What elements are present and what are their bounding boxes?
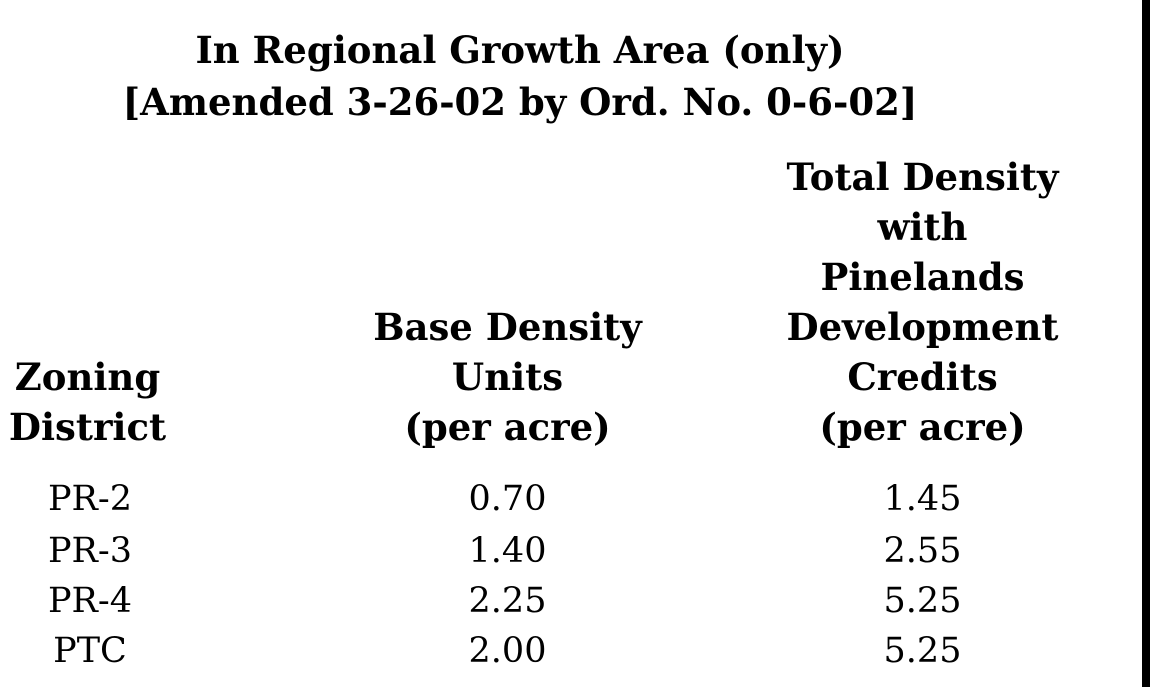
total-density-cell: 1.45 <box>883 479 962 519</box>
header-base-density: Base Density Units (per acre) <box>340 302 675 452</box>
district-cell: PR-2 <box>48 479 132 519</box>
header-line: with <box>877 205 968 249</box>
base-density-cell: 2.25 <box>468 581 547 621</box>
header-total-density: Total Density with Pinelands Development… <box>745 152 1100 452</box>
header-line: Development <box>786 305 1059 349</box>
table-row: PTC 2.00 5.25 <box>0 625 1140 677</box>
total-density-cell: 2.55 <box>883 531 962 571</box>
header-line: Credits <box>847 355 998 399</box>
header-line: Total Density <box>786 155 1059 199</box>
base-density-cell: 1.40 <box>468 531 547 571</box>
table-row: PR-2 0.70 1.45 <box>0 473 1140 525</box>
header-zoning-district: Zoning District <box>0 352 175 452</box>
table-title: In Regional Growth Area (only) <box>195 28 845 72</box>
table-row: PR-3 1.40 2.55 <box>0 525 1140 577</box>
header-line: Base Density <box>373 305 642 349</box>
header-line: Units <box>451 355 564 399</box>
total-density-cell: 5.25 <box>883 581 962 621</box>
amendment-note: [Amended 3-26-02 by Ord. No. 0-6-02] <box>122 80 918 124</box>
header-line: Pinelands <box>820 255 1025 299</box>
right-border-rule <box>1142 0 1150 687</box>
header-line: (per acre) <box>404 405 611 449</box>
total-density-cell: 5.25 <box>883 631 962 671</box>
base-density-cell: 0.70 <box>468 479 547 519</box>
base-density-cell: 2.00 <box>468 631 547 671</box>
header-line: Zoning <box>14 355 161 399</box>
header-line: District <box>8 405 167 449</box>
district-cell: PR-4 <box>48 581 132 621</box>
header-line: (per acre) <box>819 405 1026 449</box>
district-cell: PR-3 <box>48 531 132 571</box>
table-row: PR-4 2.25 5.25 <box>0 575 1140 627</box>
district-cell: PTC <box>53 631 127 671</box>
